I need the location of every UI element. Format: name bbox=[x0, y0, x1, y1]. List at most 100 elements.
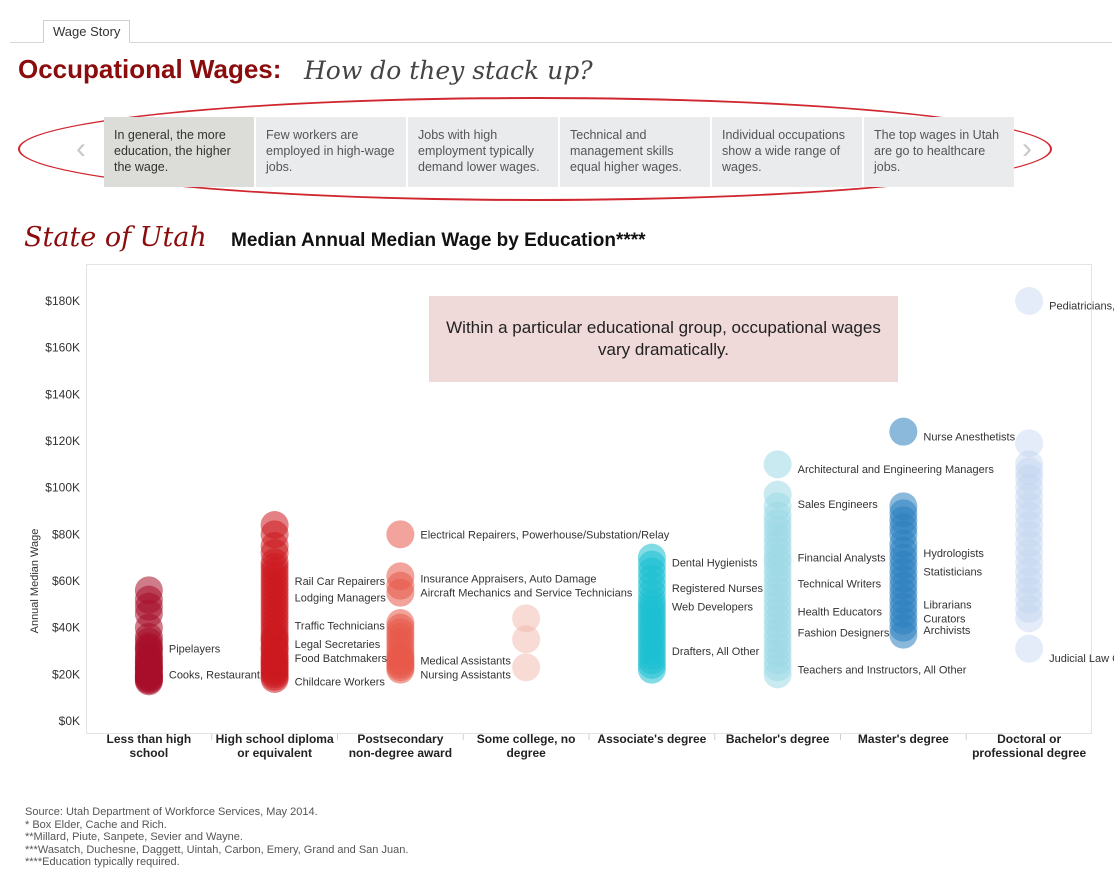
wage-bubble[interactable] bbox=[1015, 595, 1044, 623]
y-tick-label: $100K bbox=[45, 481, 80, 495]
y-tick-label: $0K bbox=[59, 714, 80, 728]
occupation-label: Fashion Designers bbox=[798, 627, 890, 639]
occupation-label: Architectural and Engineering Managers bbox=[798, 464, 995, 476]
wage-bubble[interactable] bbox=[512, 604, 541, 633]
wage-bubble[interactable] bbox=[1015, 457, 1044, 486]
footnote-1: * Box Elder, Cache and Rich. bbox=[25, 818, 167, 831]
story-point-3[interactable]: Jobs with high employment typically dema… bbox=[408, 117, 558, 187]
wage-bubble[interactable] bbox=[260, 665, 289, 693]
occupation-label: Medical Assistants bbox=[420, 655, 511, 667]
occupation-label: Legal Secretaries bbox=[295, 639, 381, 651]
wage-bubble[interactable] bbox=[1015, 450, 1044, 479]
chart-title: Median Annual Median Wage by Education**… bbox=[231, 230, 646, 251]
wage-bubble[interactable] bbox=[1015, 287, 1044, 315]
story-point-1[interactable]: In general, the more education, the high… bbox=[104, 117, 254, 187]
occupation-label: Insurance Appraisers, Auto Damage bbox=[420, 574, 596, 586]
occupation-label: Aircraft Mechanics and Service Technicia… bbox=[420, 588, 632, 600]
occupation-label: Hydrologists bbox=[923, 548, 984, 560]
occupation-label: Pipelayers bbox=[169, 644, 221, 656]
occupation-label: Traffic Technicians bbox=[295, 620, 386, 632]
wage-bubble[interactable] bbox=[386, 578, 415, 607]
occupation-label: Teachers and Instructors, All Other bbox=[798, 665, 967, 677]
occupation-label: Technical Writers bbox=[798, 578, 882, 590]
wage-bubble[interactable] bbox=[1015, 604, 1044, 633]
occupation-label: Librarians bbox=[923, 599, 972, 611]
wage-bubble[interactable] bbox=[1015, 567, 1044, 595]
occupation-label: Financial Analysts bbox=[798, 553, 887, 565]
y-tick-label: $40K bbox=[52, 621, 80, 635]
wage-bubble[interactable] bbox=[637, 655, 666, 684]
wage-bubble[interactable] bbox=[512, 653, 541, 682]
chevron-left-icon[interactable]: ‹ bbox=[76, 132, 86, 165]
wage-bubble[interactable] bbox=[889, 417, 918, 446]
x-category-label: Bachelor's degree bbox=[726, 732, 830, 746]
page-subtitle: How do they stack up? bbox=[304, 56, 593, 85]
tab-wage-story[interactable]: Wage Story bbox=[43, 20, 131, 43]
wage-bubble[interactable] bbox=[1015, 529, 1044, 558]
occupation-label: Electrical Repairers, Powerhouse/Substat… bbox=[420, 529, 669, 541]
wage-bubble[interactable] bbox=[1015, 464, 1044, 493]
wage-bubble[interactable] bbox=[386, 520, 415, 549]
wage-bubble[interactable] bbox=[889, 620, 918, 649]
wage-bubble[interactable] bbox=[1015, 473, 1044, 502]
wage-bubble[interactable] bbox=[1015, 585, 1044, 614]
annotation-note: Within a particular educational group, o… bbox=[429, 296, 898, 382]
wage-bubble[interactable] bbox=[1015, 492, 1044, 521]
story-point-2[interactable]: Few workers are employed in high-wage jo… bbox=[256, 117, 406, 187]
x-category-label: Less than high school bbox=[107, 732, 192, 760]
occupation-label: Judicial Law Clerks bbox=[1049, 653, 1114, 665]
x-category-label: Some college, no degree bbox=[477, 732, 576, 760]
chevron-right-icon[interactable]: › bbox=[1022, 132, 1032, 165]
section-region-label: State of Utah bbox=[24, 222, 207, 253]
wage-bubble[interactable] bbox=[1015, 539, 1044, 567]
story-highlight-oval bbox=[18, 97, 1052, 201]
occupation-label: Archivists bbox=[923, 625, 971, 637]
plot-area bbox=[86, 264, 1092, 734]
dashboard-tab-bar: Wage Story bbox=[10, 20, 1112, 43]
x-category-label: Postsecondary non-degree award bbox=[349, 732, 452, 760]
occupation-label: Nurse Anesthetists bbox=[923, 431, 1015, 443]
occupation-label: Curators bbox=[923, 613, 966, 625]
occupation-label: Food Batchmakers bbox=[295, 653, 388, 665]
wage-bubble[interactable] bbox=[1015, 501, 1044, 530]
wage-bubble[interactable] bbox=[763, 660, 792, 689]
footnotes: Source: Utah Department of Workforce Ser… bbox=[25, 806, 408, 869]
occupation-label: Drafters, All Other bbox=[672, 646, 760, 658]
y-tick-label: $140K bbox=[45, 387, 80, 401]
story-point-6[interactable]: The top wages in Utah are go to healthca… bbox=[864, 117, 1014, 187]
x-category-label: Associate's degree bbox=[597, 732, 706, 746]
wage-bubble[interactable] bbox=[512, 625, 541, 654]
wage-bubble[interactable] bbox=[1015, 576, 1044, 605]
footnote-4: ****Education typically required. bbox=[25, 856, 180, 869]
occupation-label: Pediatricians, General bbox=[1049, 301, 1114, 313]
y-tick-label: $80K bbox=[52, 527, 80, 541]
y-axis-title: Annual Median Wage bbox=[29, 529, 41, 634]
wage-bubble[interactable] bbox=[1015, 548, 1044, 577]
occupation-label: Health Educators bbox=[798, 606, 883, 618]
footnote-3: ***Wasatch, Duchesne, Daggett, Uintah, C… bbox=[25, 843, 409, 856]
wage-bubble[interactable] bbox=[1015, 429, 1044, 458]
wage-bubble[interactable] bbox=[134, 634, 163, 663]
wage-bubble[interactable] bbox=[1015, 634, 1044, 663]
story-point-4[interactable]: Technical and management skills equal hi… bbox=[560, 117, 710, 187]
story-point-5[interactable]: Individual occupations show a wide range… bbox=[712, 117, 862, 187]
occupation-label: Lodging Managers bbox=[295, 592, 387, 604]
y-tick-label: $160K bbox=[45, 341, 80, 355]
occupation-label: Sales Engineers bbox=[798, 499, 879, 511]
occupation-label: Childcare Workers bbox=[295, 676, 386, 688]
occupation-label: Statisticians bbox=[923, 567, 982, 579]
y-tick-label: $20K bbox=[52, 667, 80, 681]
occupation-label: Cooks, Restaurant bbox=[169, 669, 260, 681]
occupation-label: Registered Nurses bbox=[672, 583, 764, 595]
wage-bubble[interactable] bbox=[1015, 511, 1044, 539]
wage-bubble[interactable] bbox=[763, 450, 792, 479]
wage-bubble[interactable] bbox=[1015, 520, 1044, 549]
wage-bubble[interactable] bbox=[1015, 557, 1044, 586]
y-tick-label: $180K bbox=[45, 294, 80, 308]
wage-bubble[interactable] bbox=[1015, 483, 1044, 511]
page-title: Occupational Wages: bbox=[18, 54, 282, 84]
occupation-label: Dental Hygienists bbox=[672, 557, 758, 569]
wage-bubble[interactable] bbox=[386, 655, 415, 684]
x-category-label: Master's degree bbox=[858, 732, 949, 746]
